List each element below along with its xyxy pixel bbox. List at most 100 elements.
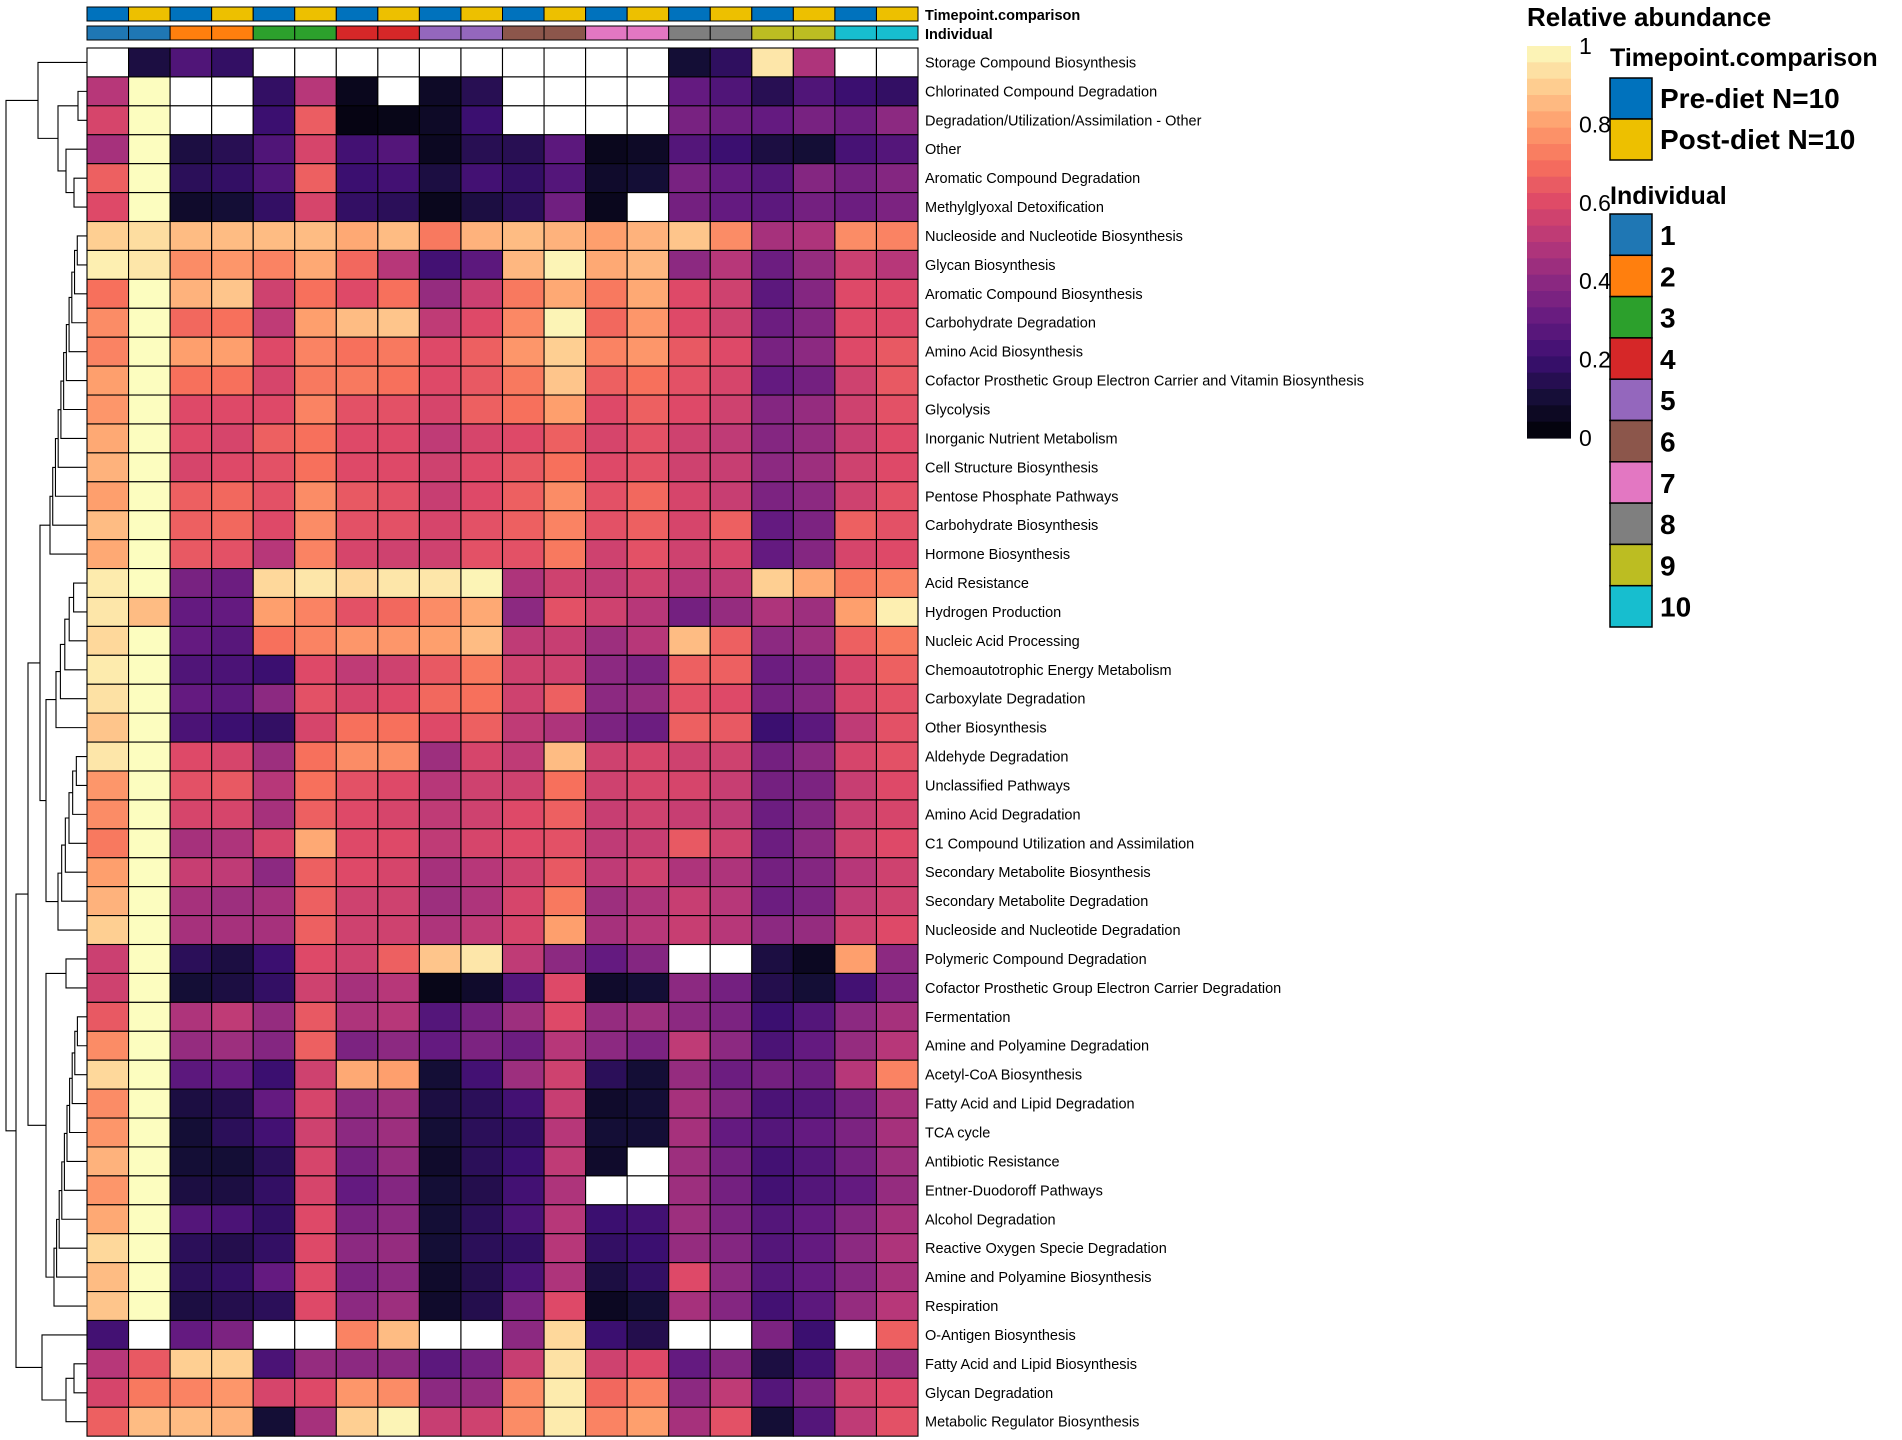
timepoint-legend-swatch [1609, 77, 1653, 120]
heatmap-cell [211, 625, 254, 656]
heatmap-cell [834, 741, 878, 772]
heatmap-cell [875, 886, 919, 917]
heatmap-cell [751, 915, 794, 946]
dendrogram-branch [65, 958, 87, 989]
timepoint-anno-5 [252, 6, 296, 22]
colorbar-segment [1527, 356, 1571, 374]
heatmap-cell [460, 654, 504, 685]
dendrogram-branch [61, 844, 87, 902]
individual-legend-label: 1 [1660, 220, 1676, 251]
heatmap-cell [418, 943, 462, 974]
heatmap-cell [128, 770, 171, 801]
heatmap-cell [543, 539, 587, 570]
heatmap-cell [501, 943, 545, 974]
heatmap-cell [585, 1059, 628, 1090]
heatmap-cell [294, 510, 337, 541]
heatmap-cell [626, 510, 670, 541]
timepoint-legend-label: Post-diet N=10 [1660, 124, 1855, 155]
heatmap-cell [252, 510, 296, 541]
heatmap-cell [834, 481, 878, 512]
heatmap-cell [169, 1001, 213, 1032]
heatmap-cell [626, 1262, 670, 1293]
heatmap-cell [626, 539, 670, 570]
colorbar-segment [1527, 176, 1571, 194]
colorbar-segment [1527, 111, 1571, 129]
heatmap-cell [169, 1059, 213, 1090]
heatmap-cell [294, 1088, 337, 1119]
heatmap-cell [501, 452, 545, 483]
heatmap-cell [709, 220, 753, 251]
heatmap-cell [792, 539, 836, 570]
dendrogram-branch [73, 1363, 87, 1394]
heatmap-cell [543, 683, 587, 714]
heatmap-cell [128, 76, 171, 107]
heatmap-cell [668, 249, 711, 280]
heatmap-cell [211, 1001, 254, 1032]
heatmap-cell [377, 452, 420, 483]
heatmap-cell [377, 76, 420, 107]
heatmap-cell [668, 683, 711, 714]
heatmap-cell [668, 76, 711, 107]
heatmap-cell [128, 1262, 171, 1293]
dendrogram-branch [57, 105, 78, 172]
heatmap-cell [418, 394, 462, 425]
heatmap-cell [585, 972, 628, 1003]
heatmap-cell [543, 1146, 587, 1177]
heatmap-cell [501, 307, 545, 338]
heatmap-cell [709, 307, 753, 338]
heatmap-cell [709, 828, 753, 859]
heatmap-cell [294, 394, 337, 425]
heatmap-cell [252, 394, 296, 425]
heatmap-cell [169, 972, 213, 1003]
heatmap-cell [252, 799, 296, 830]
heatmap-cell [418, 683, 462, 714]
heatmap-cell [252, 481, 296, 512]
heatmap-cell [252, 1262, 296, 1293]
heatmap-cell [626, 1030, 670, 1061]
heatmap-cell [418, 654, 462, 685]
heatmap-cell [252, 1319, 296, 1350]
heatmap-cell [668, 336, 711, 367]
heatmap-cell [460, 134, 504, 165]
row-label: Methylglyoxal Detoxification [925, 200, 1104, 216]
heatmap-cell [169, 1319, 213, 1350]
heatmap-cell [252, 1059, 296, 1090]
heatmap-cell [418, 1319, 462, 1350]
heatmap-cell [626, 278, 670, 309]
heatmap-cell [543, 47, 587, 78]
heatmap-cell [418, 307, 462, 338]
heatmap-cell [377, 1291, 420, 1322]
heatmap-cell [128, 625, 171, 656]
heatmap-cell [335, 394, 379, 425]
heatmap-cell [211, 886, 254, 917]
heatmap-cell [709, 1117, 753, 1148]
individual-legend-swatch [1609, 584, 1653, 628]
heatmap-cell [501, 134, 545, 165]
heatmap-cell [501, 1291, 545, 1322]
heatmap-cell [294, 192, 337, 223]
heatmap-cell [377, 510, 420, 541]
heatmap-cell [418, 1030, 462, 1061]
heatmap-cell [668, 134, 711, 165]
heatmap-cell [86, 1377, 130, 1408]
heatmap-cell [460, 1406, 504, 1437]
heatmap-cell [834, 799, 878, 830]
heatmap-cell [668, 828, 711, 859]
heatmap-cell [294, 1146, 337, 1177]
heatmap-cell [252, 423, 296, 454]
heatmap-cell [377, 134, 420, 165]
heatmap-cell [460, 1377, 504, 1408]
dendrogram-branch [15, 893, 42, 1369]
heatmap-cell [543, 886, 587, 917]
heatmap-cell [875, 596, 919, 627]
heatmap-cell [751, 1204, 794, 1235]
heatmap-cell [709, 452, 753, 483]
row-label: Amino Acid Biosynthesis [925, 345, 1083, 361]
heatmap-cell [543, 105, 587, 136]
individual-anno-10 [460, 25, 504, 41]
heatmap-cell [668, 943, 711, 974]
heatmap-cell [626, 220, 670, 251]
heatmap-cell [211, 1319, 254, 1350]
heatmap-cell [626, 1088, 670, 1119]
